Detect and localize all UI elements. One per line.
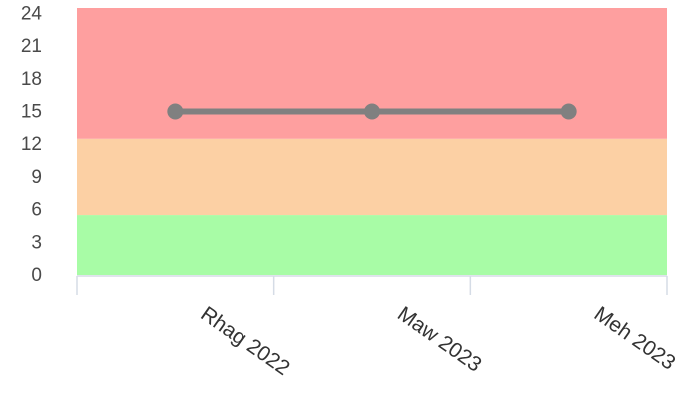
y-tick-label: 3	[31, 232, 42, 253]
y-tick-label: 9	[31, 167, 42, 188]
data-point-2	[560, 103, 577, 120]
y-axis: 0 3 6 9 12 15 18 21 24	[21, 3, 43, 286]
y-tick-label: 21	[21, 36, 42, 57]
background-bands	[77, 8, 667, 275]
band-0	[77, 215, 667, 275]
data-point-0	[167, 103, 184, 120]
x-tick-label: Meh 2023	[590, 302, 680, 374]
x-axis: Rhag 2022 Maw 2023 Meh 2023	[76, 275, 680, 380]
y-tick-label: 6	[31, 200, 42, 221]
band-1	[77, 138, 667, 216]
data-point-1	[364, 103, 380, 120]
y-tick-label: 12	[21, 134, 42, 155]
y-tick-label: 0	[31, 265, 42, 286]
x-tick-label: Maw 2023	[393, 302, 486, 376]
y-tick-label: 24	[21, 3, 43, 24]
y-tick-label: 15	[21, 102, 42, 123]
x-tick-label: Rhag 2022	[196, 302, 293, 380]
y-tick-label: 18	[21, 69, 42, 90]
series-layer	[167, 103, 577, 120]
